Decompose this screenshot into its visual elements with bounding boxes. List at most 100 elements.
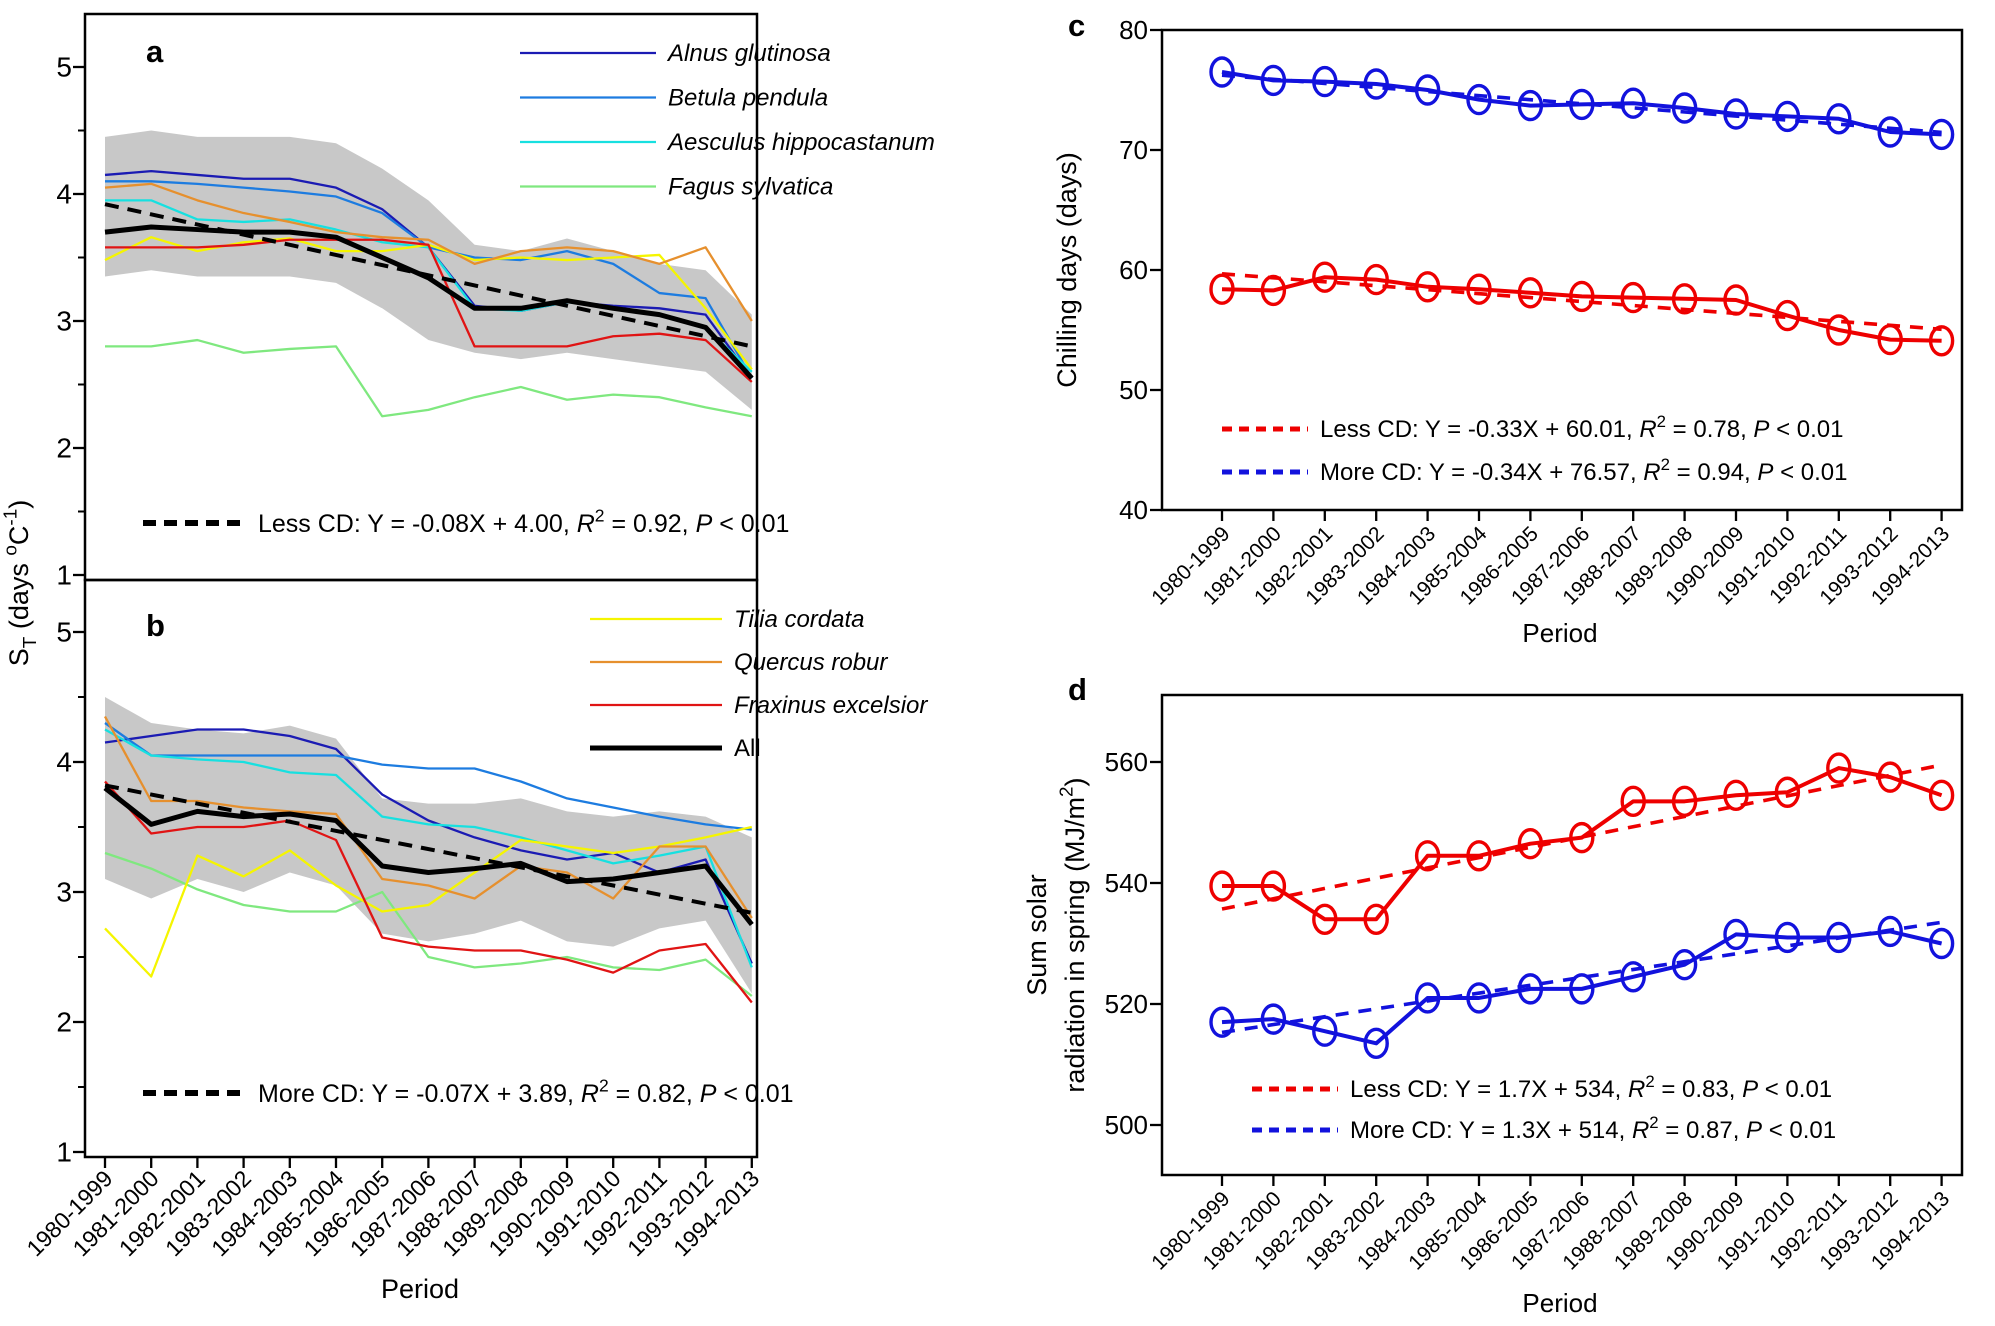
y-tick-label: 500 [1105,1110,1148,1140]
y-tick-label: 4 [56,747,72,778]
legend-label-betula-pendula: Betula pendula [668,85,828,112]
data-point-marker [1363,1027,1389,1060]
data-point-marker [1517,827,1544,860]
data-point-marker [1774,921,1801,954]
data-point-marker [1774,299,1801,332]
panel-label-a: a [146,34,164,69]
y-tick-label: 40 [1119,495,1148,525]
panel-c: 40506070801980-19991981-20001982-2001198… [1052,8,1964,648]
panel-a: 1 2 3 4 5 a Alnus glutinosa Betula pendula Aescu… [56,12,935,591]
data-point-marker [1414,271,1441,303]
all-line [104,224,754,380]
data-point-marker [1928,118,1955,151]
betula-pendula-line [104,722,752,831]
data-point-marker [1517,277,1544,309]
alnus-glutinosa-line [104,728,753,964]
data-point-marker [1466,982,1492,1014]
data-point-marker [1774,776,1801,808]
data-point-marker [1260,870,1287,902]
data-point-marker [1209,870,1235,902]
data-point-marker [1877,116,1903,148]
data-point-marker [1620,785,1646,818]
legend-equation-more-cd-: More CD: Y = 1.3X + 514, R2 = 0.87, P < … [1350,1113,1836,1144]
y-axis-title-d-line1: Sum solar [1022,874,1052,996]
y-tick-label: 1 [56,1137,72,1168]
data-point-marker [1620,961,1646,993]
more-cd-markers [1209,56,1955,151]
data-point-marker [1928,325,1955,357]
y-tick-label: 540 [1105,868,1148,898]
more-cd-markers [1209,915,1955,1060]
quercus-robur-line [104,182,753,322]
y-axis-title-c: Chilling days (days) [1052,152,1082,388]
data-point-marker [1774,100,1801,133]
more-cd-line [1221,929,1943,1046]
data-point-marker [1312,261,1338,293]
data-point-marker [1569,973,1595,1005]
data-point-marker [1260,274,1287,307]
regression-equation-a: Less CD: Y = -0.08X + 4.00, R2 = 0.92, P… [258,506,789,539]
y-tick-label: 70 [1119,135,1148,165]
fagus-sylvatica-line [104,851,753,997]
data-point-marker [1671,785,1698,818]
data-point-marker [1517,89,1544,122]
trend-line-cd_blue [1221,73,1942,135]
data-point-marker [1723,779,1749,811]
legend-label-aesculus-hippocastanum: Aesculus hippocastanum [666,129,935,156]
more-cd-line [1221,70,1942,137]
data-point-marker [1466,83,1492,116]
x-axis-title: Period [381,1274,459,1304]
y-axis-title-ab: ST (days oC-1) [1,500,41,666]
data-point-marker [1569,280,1595,313]
data-point-marker [1877,915,1903,948]
aesculus-hippocastanum-line [104,728,753,968]
panel-label-c: c [1068,8,1085,43]
x-axis-title-d: Period [1522,1288,1597,1318]
data-point-marker [1928,779,1955,811]
y-tick-label: 50 [1119,375,1148,405]
data-point-marker [1671,948,1698,981]
trend-line-cd_red [1221,763,1942,911]
data-point-marker [1312,1015,1338,1047]
y-tick-label: 5 [56,52,72,83]
data-point-marker [1671,92,1698,124]
fagus-sylvatica-line [105,338,753,418]
less-cd-line [1222,766,1943,922]
legend-label-quercus-robur: Quercus robur [734,649,888,676]
panel-b: 1 2 3 4 5 b Tilia cordata Quercus robur Fraxinus… [56,578,928,1168]
y-tick-label: 4 [56,179,72,210]
data-point-marker [1826,752,1852,784]
data-point-marker [1723,98,1749,130]
trend-line-cd_blue [1221,920,1942,1035]
plot-frame [1160,693,1964,1177]
y-tick-label: 1 [56,560,72,591]
data-point-marker [1723,284,1749,316]
data-point-marker [1363,68,1389,100]
data-point-marker [1671,283,1698,315]
panel-label-d: d [1068,672,1087,707]
fraxinus-excelsior-line [104,780,753,1004]
legend-equation-less-cd-: Less CD: Y = -0.33X + 60.01, R2 = 0.78, … [1320,412,1843,443]
data-point-marker [1414,840,1441,872]
y-tick-label: 520 [1105,989,1148,1019]
data-point-marker [1877,761,1903,793]
data-point-marker [1414,982,1441,1014]
y-tick-label: 2 [56,1007,72,1038]
data-point-marker [1466,273,1492,305]
data-point-marker [1209,1006,1235,1038]
confidence-band [105,697,752,994]
data-point-marker [1517,973,1544,1005]
all-line [103,786,754,927]
y-tick-label: 2 [56,433,72,464]
data-point-marker [1414,74,1441,106]
y-tick-label: 5 [56,617,72,648]
y-tick-label: 3 [56,306,72,337]
x-axis-title-c: Period [1522,618,1597,648]
panel-label-b: b [146,608,165,643]
regression-equation-b: More CD: Y = -0.07X + 3.89, R2 = 0.82, P… [258,1076,794,1109]
data-point-marker [1209,273,1235,305]
data-point-marker [1877,323,1903,356]
legend-label-fagus-sylvatica: Fagus sylvatica [668,174,833,201]
data-point-marker [1312,903,1338,935]
